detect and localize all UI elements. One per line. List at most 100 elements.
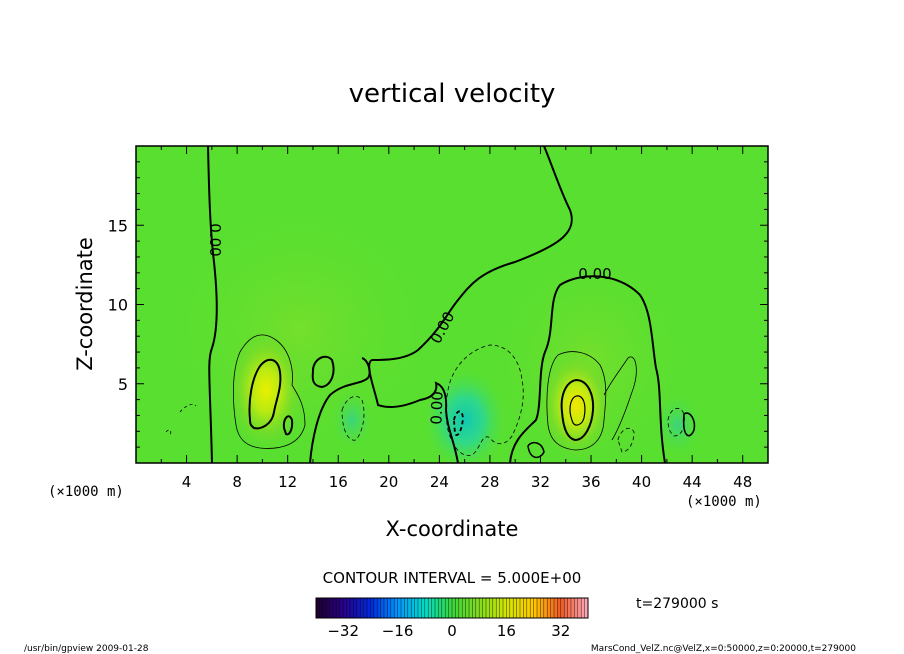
chart-title: vertical velocity xyxy=(349,79,556,109)
colorbar-segment xyxy=(411,598,415,618)
contour-plus10-updraft-2 xyxy=(560,378,595,442)
colorbar-segment xyxy=(547,598,551,618)
y-axis-ticks: 5 10 15 xyxy=(108,161,768,448)
colorbar-segment xyxy=(448,598,453,618)
colorbar-segment xyxy=(353,598,357,618)
colorbar-segment xyxy=(475,598,480,618)
downdraft-core-3 xyxy=(332,392,372,448)
colorbar-tick-label: 16 xyxy=(497,622,516,640)
colorbar-segment xyxy=(455,598,459,618)
downdraft-core-2 xyxy=(656,395,700,455)
colorbar-segment xyxy=(336,598,340,618)
zero-contour-left xyxy=(207,146,218,463)
colorbar-segment xyxy=(462,598,466,618)
colorbar-segment xyxy=(384,598,388,618)
contour-minus5-downdraft-1 xyxy=(445,344,524,456)
x-tick-label: 44 xyxy=(683,473,702,491)
colorbar-segment xyxy=(407,598,412,618)
colorbar-segment xyxy=(540,598,544,618)
colorbar-segment xyxy=(319,598,323,618)
colorbar-segment xyxy=(343,598,347,618)
colorbar-segment xyxy=(492,598,497,618)
colorbar-segment xyxy=(513,598,517,618)
colorbar-segment xyxy=(441,598,446,618)
colorbar-segment xyxy=(346,598,351,618)
contour-minus5-downdraft-2 xyxy=(341,396,365,441)
colorbar-segment xyxy=(377,598,381,618)
colorbar-segment xyxy=(438,598,442,618)
contour-plus5-updraft-1 xyxy=(232,334,306,449)
updraft-core-1 xyxy=(226,328,306,452)
x-tick-label: 28 xyxy=(480,473,499,491)
colorbar-segment xyxy=(564,598,568,618)
x-tick-label: 12 xyxy=(278,473,297,491)
y-tick-label: 5 xyxy=(118,375,128,394)
contour-label: 0.00 xyxy=(206,223,224,256)
contour-interval: CONTOUR INTERVAL = 5.000E+00 xyxy=(323,569,582,587)
colorbar-segment xyxy=(316,598,320,618)
colorbar-segment xyxy=(516,598,521,618)
colorbar-segment xyxy=(390,598,395,618)
colorbar-segment xyxy=(506,598,510,618)
x-unit-left: (×1000 m) xyxy=(48,484,124,500)
x-tick-label: 40 xyxy=(632,473,651,491)
colorbar-segment xyxy=(581,598,585,618)
colorbar-segment xyxy=(577,598,582,618)
colorbar-segment xyxy=(329,598,334,618)
contour-minus5-small-left xyxy=(165,403,197,437)
colorbar-tick-label: 0 xyxy=(447,622,457,640)
colorbar-segment xyxy=(394,598,398,618)
colorbar-segment xyxy=(387,598,391,618)
colorbar-segment xyxy=(428,598,432,618)
colorbar-segment xyxy=(557,598,561,618)
colorbar-segment xyxy=(469,598,473,618)
colorbar-segment xyxy=(486,598,490,618)
colorbar-segment xyxy=(401,598,405,618)
colorbar-segment xyxy=(584,598,589,618)
colorbar-segment xyxy=(543,598,548,618)
colorbar-segment xyxy=(550,598,555,618)
colorbar-segment xyxy=(322,598,327,618)
colorbar-segment xyxy=(326,598,330,618)
colorbar-segment xyxy=(445,598,449,618)
colorbar-segment xyxy=(367,598,371,618)
colorbar-segment xyxy=(421,598,425,618)
colorbar-segment xyxy=(380,598,385,618)
colorbar-frame xyxy=(315,597,589,619)
colorbar-segment xyxy=(523,598,527,618)
colorbar-segment xyxy=(571,598,575,618)
colorbar-tick-label: −32 xyxy=(327,622,359,640)
colorbar-segment xyxy=(526,598,531,618)
contour-label: 0.00 xyxy=(578,265,611,283)
colorbar-segment xyxy=(489,598,493,618)
x-tick-label: 32 xyxy=(531,473,550,491)
x-tick-label: 36 xyxy=(581,473,600,491)
colorbar-segment xyxy=(554,598,558,618)
contour-minus5-downdraft-4 xyxy=(617,427,635,453)
contour-plus5-right-arm xyxy=(603,356,637,441)
y-axis-label: Z-coordinate xyxy=(73,237,97,371)
colorbar-segment xyxy=(356,598,361,618)
contour-plus10-updraft-1b xyxy=(282,415,294,436)
colorbar-segment xyxy=(404,598,408,618)
x-tick-label: 48 xyxy=(733,473,752,491)
colorbar-segment xyxy=(339,598,344,618)
y-tick-label: 15 xyxy=(108,216,128,235)
zero-contour-mid xyxy=(309,357,371,463)
colorbar-segment xyxy=(496,598,500,618)
colorbar-segment xyxy=(370,598,374,618)
contour-plus10-updraft-1 xyxy=(248,358,282,430)
colorbar-segment xyxy=(503,598,507,618)
plot-area xyxy=(136,146,768,463)
colorbar-ticks: −32 −16 0 16 32 xyxy=(327,622,570,640)
broad-updraft-region-2 xyxy=(480,240,700,463)
x-tick-label: 4 xyxy=(182,473,192,491)
colorbar-segment xyxy=(567,598,572,618)
colorbar-segment xyxy=(537,598,541,618)
colorbar-segment xyxy=(509,598,514,618)
colorbar-segment xyxy=(472,598,476,618)
colorbar-segment xyxy=(363,598,368,618)
colorbar-segment xyxy=(435,598,439,618)
colorbar-segment xyxy=(482,598,487,618)
footer-right: MarsCond_VelZ.nc@VelZ,x=0:50000,z=0:2000… xyxy=(591,644,856,654)
